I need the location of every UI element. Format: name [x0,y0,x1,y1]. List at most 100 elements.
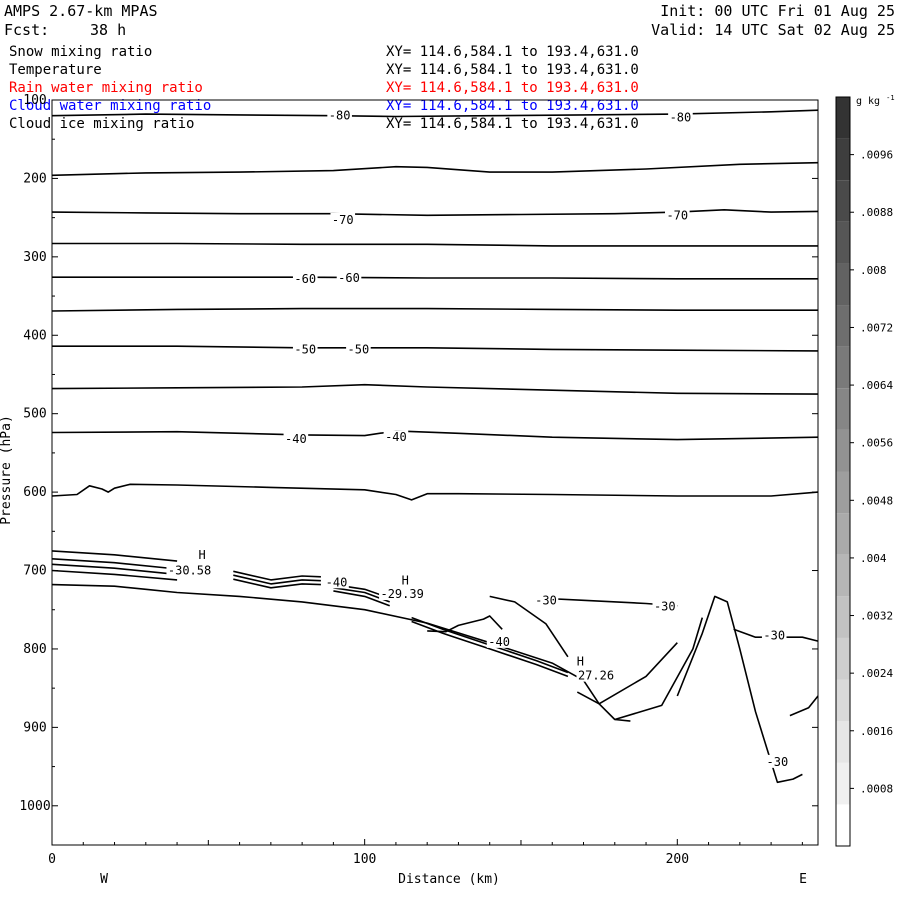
forecast-label: Fcst: [4,21,50,39]
colorbar-swatch [836,305,850,347]
lower-contour-lines [51,550,819,784]
isotherm-line [51,430,819,441]
isotherm-lines [51,109,819,501]
field-name: Snow mixing ratio [9,44,153,60]
y-tick-label: 400 [23,328,46,343]
colorbar-unit-exponent: -1 [886,94,894,102]
contour-label-bg [292,271,318,285]
contour-label: -29.39 [380,587,423,601]
colorbar-swatch [836,97,850,139]
west-label: W [100,872,108,887]
contour-line [333,590,390,607]
colorbar-swatch [836,180,850,222]
field-range: XY= 114.6,584.1 to 193.4,631.0 [386,44,639,60]
contour-line [233,574,321,585]
field-name: Rain water mixing ratio [9,80,203,96]
isotherm-line [51,383,819,395]
contour-label-bg [575,654,586,668]
contour-label: -40 [326,575,348,589]
contour-label: -40 [488,635,510,649]
contour-label-bg [379,587,426,601]
x-tick-label: 100 [353,852,376,867]
contour-label: -40 [385,430,407,444]
contour-line [51,569,178,581]
contour-line [489,595,569,658]
colorbar-swatch [836,429,850,472]
contour-label: -50 [294,342,316,356]
colorbar-tick-label: .0096 [860,149,893,162]
contour-label: 27.26 [578,669,614,683]
colorbar-swatch [836,596,850,638]
field-range: XY= 114.6,584.1 to 193.4,631.0 [386,62,639,78]
contour-label-bg [196,547,208,561]
colorbar-swatch [836,679,850,722]
colorbar-tick-label: .0088 [860,206,893,219]
colorbar-tick-label: .0064 [860,379,893,392]
colorbar-swatch [836,346,850,389]
colorbar-swatch [836,388,850,430]
contour-label: -30 [654,600,676,614]
colorbar-swatch [836,263,850,306]
field-range: XY= 114.6,584.1 to 193.4,631.0 [386,80,639,96]
field-name: Cloud water mixing ratio [9,98,212,114]
colorbar-tick-label: .0008 [860,782,893,795]
colorbar: .0096 .0088 .008 .0072 .0064 .0056 .0048 .004 .0… [835,96,893,847]
contour-label: -70 [666,208,688,222]
contour-label-bg [652,599,678,613]
x-axis-ticks: 0 100 200 [48,839,803,867]
contour-label: -50 [348,342,370,356]
colorbar-swatch [836,513,850,555]
contour-label-bg [486,634,512,648]
y-tick-label: 900 [23,720,46,735]
colorbar-tick-label: .004 [860,552,887,565]
colorbar-swatch [836,637,850,680]
colorbar-swatch [836,138,850,181]
colorbar-swatch [836,762,850,805]
isotherm-line [52,276,818,280]
contour-line [614,617,704,721]
x-tick-label: 0 [48,852,56,867]
isotherm-line [52,242,818,247]
model-title: AMPS 2.67-km MPAS [4,2,158,20]
contour-label-bg [668,110,693,124]
colorbar-swatch [836,721,850,763]
contour-line [51,583,631,722]
contour-line [676,595,803,784]
contour-line [233,570,321,581]
colorbar-swatch [836,471,850,514]
contour-label: -80 [329,109,351,123]
isotherm-line [51,483,819,501]
field-name: Temperature [9,62,102,78]
colorbar-tick-label: .008 [860,264,887,277]
colorbar-tick-label: .0048 [860,494,893,507]
y-tick-label: 300 [23,250,46,265]
contour-line [427,615,503,633]
isotherm-line [51,161,819,177]
isotherm-line [51,109,819,118]
y-tick-label: 700 [23,564,46,579]
field-range: XY= 114.6,584.1 to 193.4,631.0 [386,98,639,114]
contour-line [51,563,178,576]
contour-label: H [577,654,584,668]
contour-label-bg [336,271,362,285]
contour-line [789,695,819,717]
contour-label-bg [327,108,352,122]
colorbar-tick-label: .0016 [860,725,893,738]
x-tick-label: 200 [666,852,689,867]
contour-label: -30 [763,629,785,643]
colorbar-tick-label: .0032 [860,610,893,623]
contour-labels: -80 -80 -70 -70 -60 -60 -50 -50 -40 -40 -40 -40 -30 -… [166,108,790,769]
contour-label-bg [400,573,411,587]
isotherm-line [52,345,819,352]
contour-label-bg [292,342,318,356]
contour-label-bg [346,342,371,356]
isotherm-line [51,307,818,312]
y-axis-title: Pressure (hPa) [0,415,14,525]
contour-line [411,620,569,678]
contour-label-bg [330,212,356,226]
contour-line [576,642,678,705]
field-range: XY= 114.6,584.1 to 193.4,631.0 [386,116,639,132]
forecast-value: 38 h [90,21,127,39]
colorbar-swatch [836,804,850,846]
